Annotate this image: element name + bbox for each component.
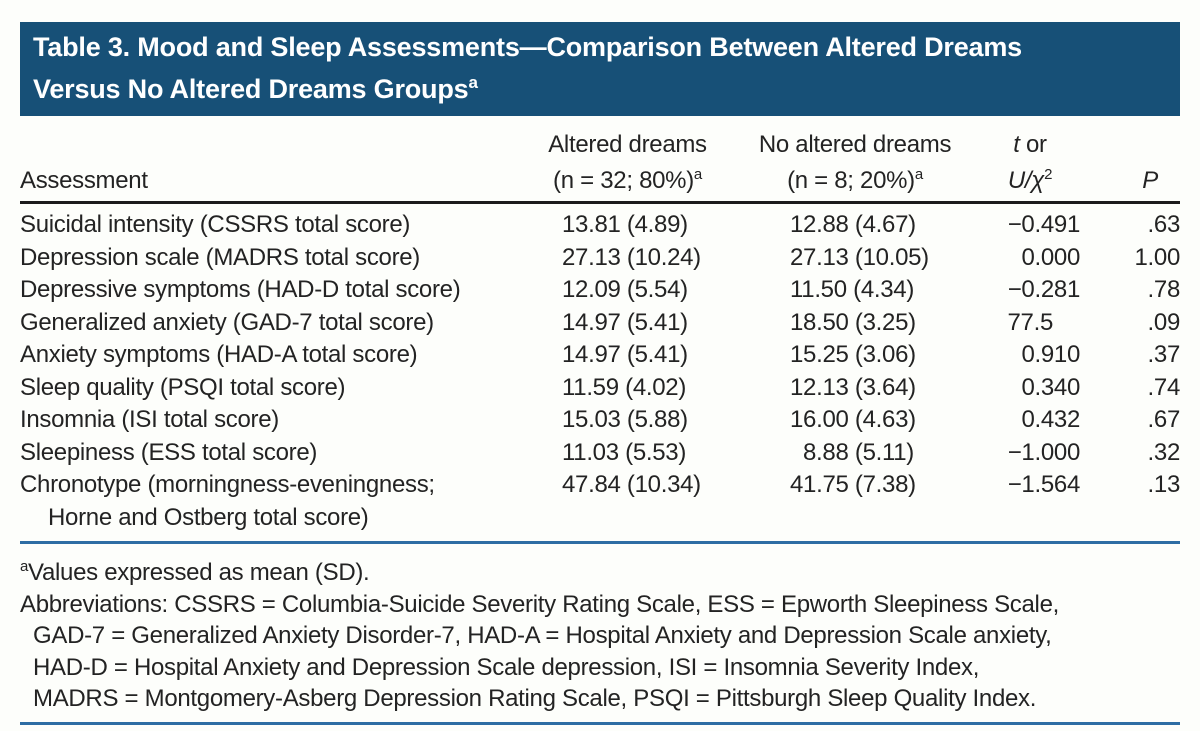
p-value: .37 xyxy=(1147,341,1181,368)
statistic-value: −1.000 xyxy=(1007,438,1081,466)
table-title-footnote-marker: a xyxy=(468,73,478,92)
p-value: .78 xyxy=(1147,276,1181,303)
table-title-line1: Table 3. Mood and Sleep Assessments—Comp… xyxy=(33,32,1022,62)
altered-value: 27.13 (10.24) xyxy=(562,243,701,271)
no-altered-value: 15.25 (3.06) xyxy=(790,341,916,368)
assessment-label: Depressive symptoms (HAD-D total score) xyxy=(20,276,461,303)
assessment-label: Insomnia (ISI total score) xyxy=(20,406,279,433)
assessment-table: Assessment Altered dreams (n = 32; 80%)a… xyxy=(20,130,1180,534)
table-row: Sleep quality (PSQI total score) 11.59 (… xyxy=(20,372,1180,405)
assessment-label: Depression scale (MADRS total score) xyxy=(20,243,421,271)
footnote-abbreviations-line3: HAD-D = Hospital Anxiety and Depression … xyxy=(33,653,980,681)
footnote-values-note: aValues expressed as mean (SD). xyxy=(20,558,370,586)
assessment-label: Sleepiness (ESS total score) xyxy=(20,438,318,466)
footnote-abbreviations-line1: Abbreviations: CSSRS = Columbia-Suicide … xyxy=(20,590,1059,618)
chi-symbol: χ xyxy=(1031,167,1045,194)
table-figure: Table 3. Mood and Sleep Assessments—Comp… xyxy=(20,22,1180,725)
table-title-line2: Versus No Altered Dreams Groups xyxy=(33,74,469,104)
column-header-p-value: P xyxy=(1080,130,1180,204)
no-altered-value: 41.75 (7.38) xyxy=(790,471,916,498)
statistic-value: −0.491 xyxy=(1007,211,1081,238)
footnote-marker: a xyxy=(20,558,29,575)
column-header-no-altered-dreams: No altered dreams (n = 8; 20%)a xyxy=(730,130,980,204)
no-altered-value: 18.50 (3.25) xyxy=(790,308,916,336)
statistic-value: −1.564 xyxy=(1007,471,1081,498)
altered-value: 14.97 (5.41) xyxy=(562,341,688,368)
statistic-value: 0.910 xyxy=(1021,341,1080,368)
p-value: .09 xyxy=(1147,308,1181,336)
p-value: .67 xyxy=(1147,406,1181,433)
table-row: Depression scale (MADRS total score) 27.… xyxy=(20,242,1180,275)
statistic-value: 0.340 xyxy=(1021,373,1080,401)
footnote-abbreviations-line4: MADRS = Montgomery-Asberg Depression Rat… xyxy=(33,685,1037,712)
p-value: .74 xyxy=(1147,373,1181,401)
altered-value: 11.03 (5.53) xyxy=(562,438,687,466)
assessment-label: Sleep quality (PSQI total score) xyxy=(20,373,346,401)
altered-value: 11.59 (4.02) xyxy=(562,373,687,401)
statistic-value: 0.432 xyxy=(1021,406,1080,433)
altered-footnote-marker: a xyxy=(693,166,702,183)
column-header-assessment: Assessment xyxy=(20,130,525,204)
assessment-label: Chronotype (morningness-eveningness; Hor… xyxy=(20,471,435,531)
p-value: .13 xyxy=(1147,471,1181,498)
table-row: Sleepiness (ESS total score) 11.03 (5.53… xyxy=(20,437,1180,470)
table-row: Insomnia (ISI total score) 15.03 (5.88) … xyxy=(20,404,1180,437)
p-value: 1.00 xyxy=(1134,243,1180,271)
table-row: Generalized anxiety (GAD-7 total score) … xyxy=(20,307,1180,340)
altered-value: 13.81 (4.89) xyxy=(562,211,688,238)
altered-value: 14.97 (5.41) xyxy=(562,308,688,336)
no-altered-value: 8.88 (5.11) xyxy=(803,438,914,466)
table-header-row: Assessment Altered dreams (n = 32; 80%)a… xyxy=(20,130,1180,204)
altered-value: 47.84 (10.34) xyxy=(562,471,701,498)
no-altered-value: 12.13 (3.64) xyxy=(790,373,916,401)
table-bottom-rule xyxy=(20,721,1180,725)
assessment-label: Generalized anxiety (GAD-7 total score) xyxy=(20,308,434,336)
table-row: Depressive symptoms (HAD-D total score) … xyxy=(20,274,1180,307)
altered-value: 12.09 (5.54) xyxy=(562,276,688,303)
table-row: Chronotype (morningness-eveningness; Hor… xyxy=(20,469,1180,534)
p-value: .63 xyxy=(1147,211,1181,238)
footnote-divider-rule xyxy=(20,541,1180,544)
statistic-value: 0.000 xyxy=(1021,243,1080,271)
assessment-label: Suicidal intensity (CSSRS total score) xyxy=(20,211,411,238)
table-footnotes: aValues expressed as mean (SD). Abbrevia… xyxy=(20,544,1180,715)
no-altered-value: 11.50 (4.34) xyxy=(790,276,915,303)
no-altered-footnote-marker: a xyxy=(914,166,923,183)
altered-value: 15.03 (5.88) xyxy=(562,406,688,433)
assessment-label: Anxiety symptoms (HAD-A total score) xyxy=(20,341,418,368)
no-altered-value: 16.00 (4.63) xyxy=(790,406,916,433)
table-title-bar: Table 3. Mood and Sleep Assessments—Comp… xyxy=(20,22,1180,116)
table-row: Anxiety symptoms (HAD-A total score) 14.… xyxy=(20,339,1180,372)
column-header-altered-dreams: Altered dreams (n = 32; 80%)a xyxy=(525,130,730,204)
p-value: .32 xyxy=(1147,438,1181,466)
column-header-statistic: t or U/χ2 xyxy=(980,130,1080,204)
no-altered-value: 27.13 (10.05) xyxy=(790,243,929,271)
statistic-value: −0.281 xyxy=(1007,276,1081,303)
assessment-label-line2: Horne and Ostberg total score) xyxy=(48,503,369,531)
footnote-abbreviations-line2: GAD-7 = Generalized Anxiety Disorder-7, … xyxy=(33,622,1052,649)
chi-squared-exponent: 2 xyxy=(1044,166,1053,183)
table-row: Suicidal intensity (CSSRS total score) 1… xyxy=(20,203,1180,242)
no-altered-value: 12.88 (4.67) xyxy=(790,211,916,238)
statistic-value: 77.5 xyxy=(1007,308,1053,336)
